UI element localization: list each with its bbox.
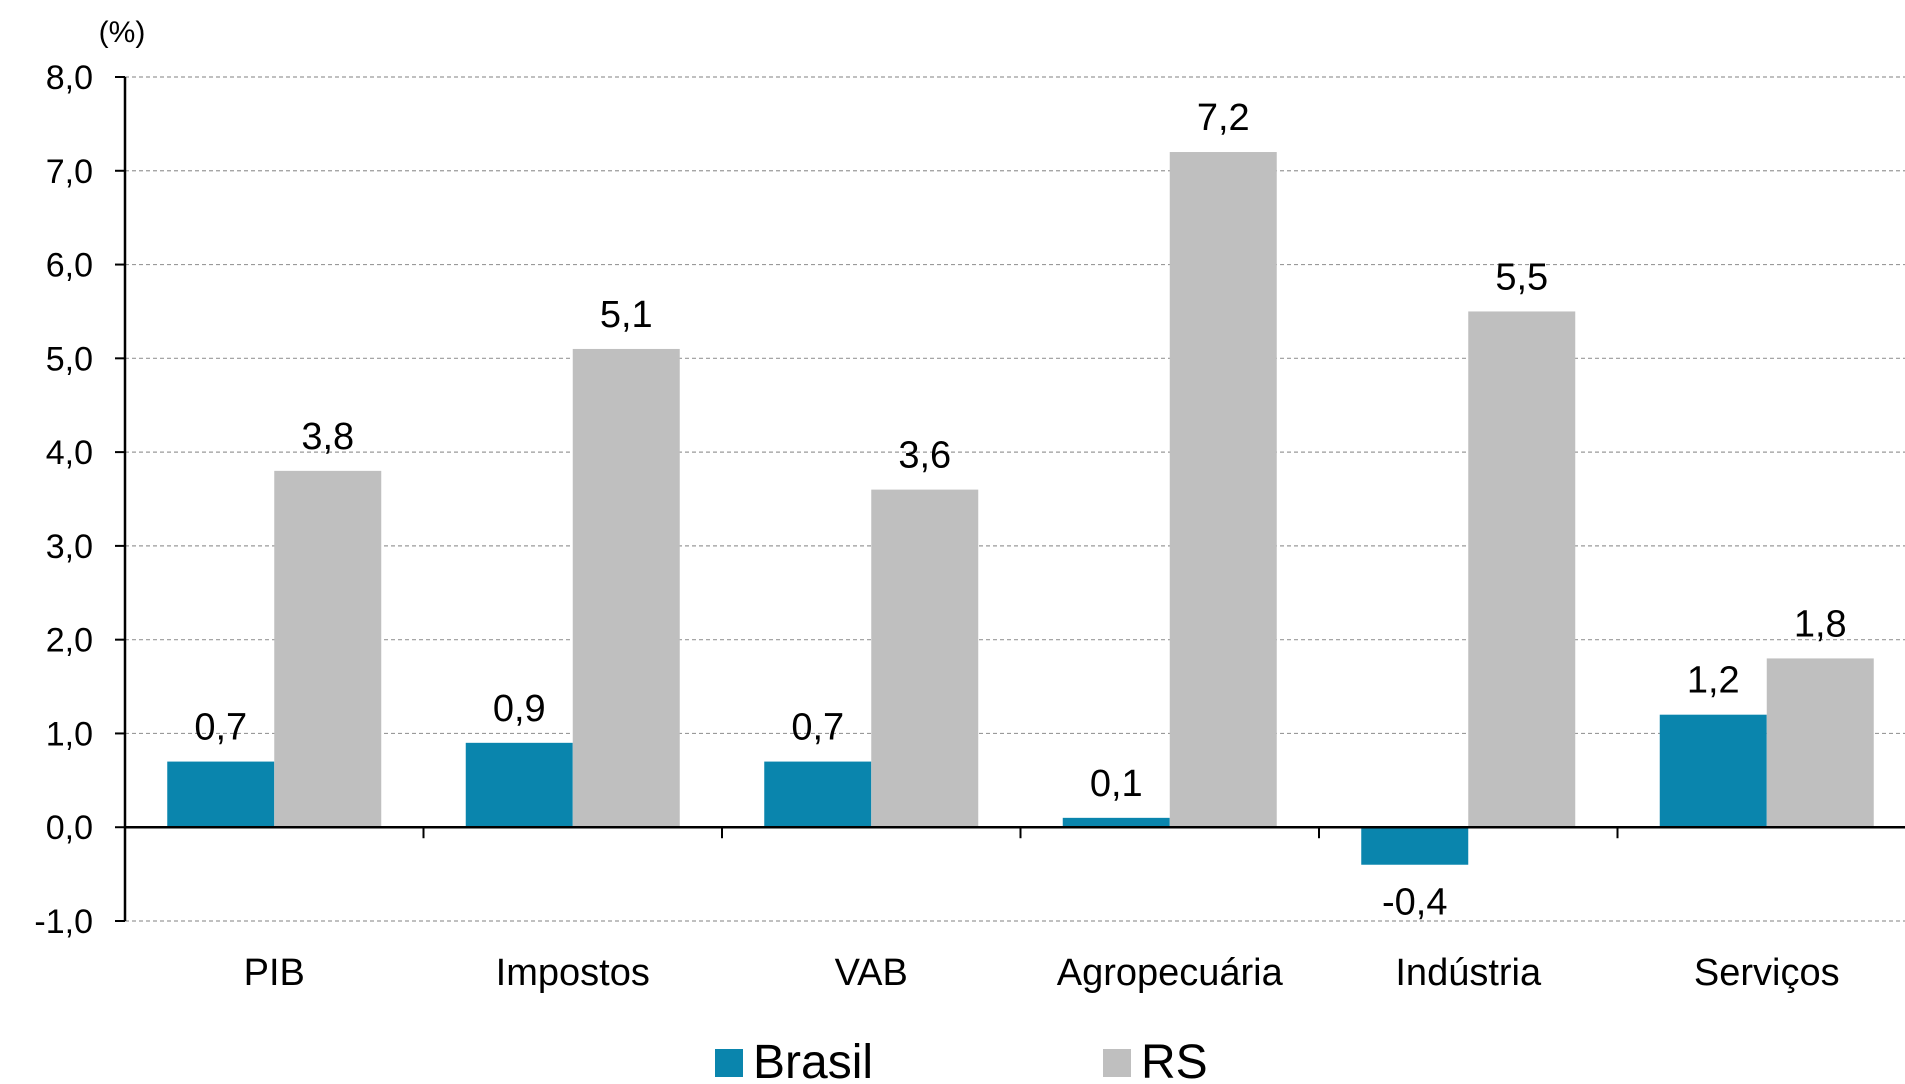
data-label: 5,5 xyxy=(1495,256,1548,298)
y-tick-label: 6,0 xyxy=(46,247,93,285)
data-label: 0,1 xyxy=(1090,763,1143,805)
legend-label-rs: RS xyxy=(1141,1036,1208,1084)
y-tick-label: -1,0 xyxy=(34,903,93,941)
data-label: 7,2 xyxy=(1197,97,1250,139)
bar-brasil xyxy=(764,761,872,828)
category-label: Impostos xyxy=(496,952,650,994)
labels: 8,0 7,0 6,0 5,0 4,0 3,0 2,0 1,0 0,0 -1,0 0,7 3,8 PIB… xyxy=(34,59,1846,994)
y-tick-label: 8,0 xyxy=(46,59,93,97)
y-tick-label: 0,0 xyxy=(46,809,93,847)
category-label: Indústria xyxy=(1395,952,1542,994)
category-label: Agropecuária xyxy=(1057,952,1284,994)
y-tick-label: 5,0 xyxy=(46,340,93,378)
data-label: 3,8 xyxy=(301,416,354,458)
y-tick-label: 4,0 xyxy=(46,434,93,472)
data-label: 1,8 xyxy=(1794,603,1847,645)
y-tick-label: 1,0 xyxy=(46,715,93,753)
bar-brasil xyxy=(1062,817,1170,828)
bars xyxy=(167,152,1874,865)
bar-brasil xyxy=(1659,714,1767,828)
y-tick-label: 2,0 xyxy=(46,622,93,660)
legend-swatch-rs xyxy=(1103,1049,1131,1077)
bar-rs xyxy=(1766,658,1874,828)
bar-rs xyxy=(1468,311,1576,828)
bar-brasil xyxy=(465,742,573,828)
data-label: 0,7 xyxy=(194,707,247,749)
data-label: 5,1 xyxy=(600,294,653,336)
y-tick-label: 7,0 xyxy=(46,153,93,191)
data-label: 3,6 xyxy=(898,435,951,477)
category-label: Serviços xyxy=(1694,952,1840,994)
category-label: PIB xyxy=(244,952,305,994)
data-label: 0,9 xyxy=(493,688,546,730)
legend-label-brasil: Brasil xyxy=(753,1036,873,1084)
bar-brasil xyxy=(167,761,275,828)
bar-rs xyxy=(572,348,680,828)
data-label: 1,2 xyxy=(1687,660,1740,702)
legend: Brasil RS xyxy=(715,1036,1208,1084)
y-tick-label: 3,0 xyxy=(46,528,93,566)
bar-rs xyxy=(274,470,382,828)
category-label: VAB xyxy=(835,952,908,994)
gridlines xyxy=(125,76,1905,922)
data-label: -0,4 xyxy=(1382,882,1447,924)
axes xyxy=(115,76,1905,922)
y-unit-label: (%) xyxy=(99,16,146,49)
bar-brasil xyxy=(1361,827,1469,865)
bar-rs xyxy=(871,489,979,828)
bar-rs xyxy=(1169,152,1277,828)
legend-swatch-brasil xyxy=(715,1049,743,1077)
data-label: 0,7 xyxy=(791,707,844,749)
